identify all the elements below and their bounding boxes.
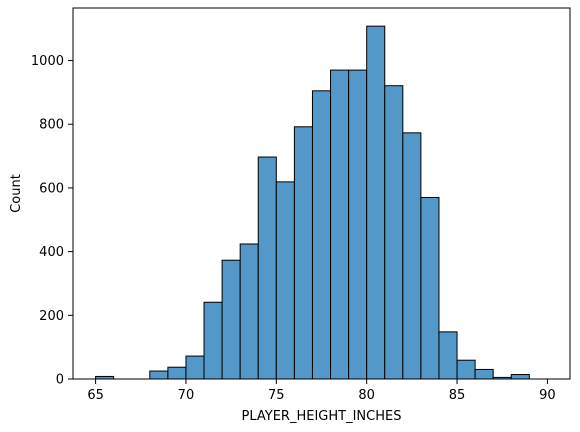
y-axis-label: Count <box>9 174 24 213</box>
histogram-bar-16 <box>384 85 404 380</box>
axes-frame <box>72 7 571 380</box>
y-tick-label-5: 1000 <box>31 54 64 69</box>
y-axis-ticks: 0 200 400 600 800 1000 <box>31 54 73 388</box>
histogram-bar-23 <box>510 374 530 380</box>
histogram-bar-15 <box>366 25 386 380</box>
y-tick-label-0: 0 <box>56 373 64 388</box>
x-tick-label-1: 70 <box>178 388 195 403</box>
x-tick-label-5: 90 <box>539 388 556 403</box>
histogram-bar-3 <box>149 370 169 380</box>
histogram-bar-5 <box>185 355 205 380</box>
histogram-bar-12 <box>311 90 332 380</box>
x-axis-label: PLAYER_HEIGHT_INCHES <box>242 409 402 424</box>
histogram-bar-19 <box>438 331 458 380</box>
histogram-bar-7 <box>221 259 241 380</box>
histogram-bar-6 <box>203 301 223 380</box>
x-axis-ticks: 65 70 75 80 85 90 <box>87 379 556 403</box>
y-tick-label-1: 200 <box>39 309 64 324</box>
y-tick-label-2: 400 <box>39 245 64 260</box>
x-tick-label-0: 65 <box>87 388 104 403</box>
histogram-bar-13 <box>330 69 350 380</box>
histogram-bar-18 <box>420 196 440 380</box>
histogram-bar-10 <box>275 181 295 380</box>
x-tick-label-3: 80 <box>358 388 375 403</box>
histogram-bar-4 <box>167 366 187 380</box>
histogram-bar-11 <box>293 126 313 380</box>
histogram-bar-20 <box>456 359 476 380</box>
x-tick-label-2: 75 <box>268 388 285 403</box>
histogram-bar-21 <box>474 368 494 380</box>
histogram-bar-8 <box>239 243 259 380</box>
histogram-bars <box>95 25 530 380</box>
x-tick-label-4: 85 <box>449 388 466 403</box>
histogram-bar-17 <box>402 132 422 380</box>
y-tick-label-4: 800 <box>39 118 64 133</box>
histogram-bar-14 <box>348 69 368 380</box>
histogram-bar-9 <box>257 156 277 380</box>
y-tick-label-3: 600 <box>39 181 64 196</box>
